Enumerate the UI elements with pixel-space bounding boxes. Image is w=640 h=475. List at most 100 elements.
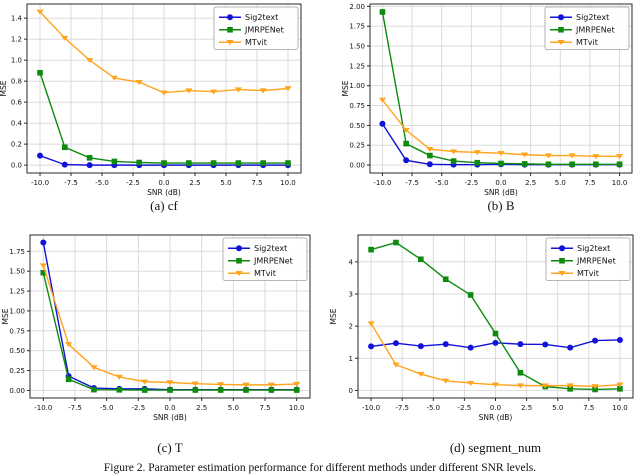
svg-text:1: 1 [349,355,353,363]
svg-text:-2.5: -2.5 [458,404,472,412]
svg-text:0.75: 0.75 [349,102,365,110]
x-axis-label: SNR (dB) [153,413,187,422]
legend-item-mtvit: MTvit [550,38,598,47]
svg-text:0.50: 0.50 [9,347,25,355]
legend-label: MTvit [577,269,599,278]
svg-text:0.0: 0.0 [490,404,501,412]
y-axis-label: MSE [0,80,8,96]
svg-text:1.2: 1.2 [11,36,22,44]
svg-text:0.2: 0.2 [11,141,22,149]
svg-text:2.5: 2.5 [521,404,532,412]
svg-text:0.0: 0.0 [495,179,506,187]
y-axis-ticks: 0.00 0.25 0.50 0.75 1.00 1.25 1.50 1.75 [9,248,30,395]
svg-text:-2.5: -2.5 [465,179,479,187]
x-axis-ticks: -10.0 -7.5 -5.0 -2.5 0.0 2.5 5.0 7.5 10.0 [34,398,304,412]
svg-text:0.00: 0.00 [9,387,25,395]
svg-text:-7.5: -7.5 [68,404,82,412]
svg-text:0.0: 0.0 [11,162,22,170]
svg-text:2: 2 [349,323,353,331]
chart-canvas: -10.0 -7.5 -5.0 -2.5 0.0 2.5 5.0 7.5 10.0 0 1 2 3 4 SN… [329,234,634,422]
legend: Sig2text JMRPENet MTvit [213,6,299,50]
svg-text:10.0: 10.0 [289,404,305,412]
y-axis-label: MSE [1,308,10,324]
subplot-a-caption: (a) cf [150,198,178,213]
y-axis-ticks: 0.00 0.25 0.50 0.75 1.00 1.25 1.50 1.75 2.00 [349,3,370,170]
svg-text:2.00: 2.00 [349,3,365,11]
legend: Sig2text JMRPENet MTvit [544,6,630,50]
svg-text:5.0: 5.0 [555,179,566,187]
svg-text:1.00: 1.00 [9,307,25,315]
svg-text:0.4: 0.4 [11,120,23,128]
legend-item-jmrpenet: JMRPENet [228,257,293,266]
svg-text:0.0: 0.0 [158,179,169,187]
svg-text:1.75: 1.75 [9,248,25,256]
legend-label: JMRPENet [244,26,284,35]
svg-text:1.25: 1.25 [349,62,365,70]
legend: Sig2text JMRPENet MTvit [545,237,631,281]
svg-text:7.5: 7.5 [584,179,595,187]
svg-text:-10.0: -10.0 [373,179,391,187]
legend-item-mtvit: MTvit [551,269,599,278]
legend-label: Sig2text [577,244,610,253]
svg-text:-5.0: -5.0 [95,179,109,187]
legend-label: Sig2text [576,13,609,22]
svg-text:-10.0: -10.0 [34,404,52,412]
legend-label: Sig2text [245,13,278,22]
svg-text:-2.5: -2.5 [131,404,145,412]
series-mtvit [367,321,624,390]
series-mtvit [378,97,624,160]
x-axis-ticks: -10.0 -7.5 -5.0 -2.5 0.0 2.5 5.0 7.5 10.0 [362,398,628,412]
legend-label: MTvit [576,38,598,47]
series-mtvit [39,263,301,388]
subplot-b-caption: (b) B [487,198,515,213]
chart-canvas: -10.0 -7.5 -5.0 -2.5 0.0 2.5 5.0 7.5 10.0 0.00 0.2… [341,3,633,197]
svg-text:0.50: 0.50 [349,122,365,130]
chart-canvas: -10.0 -7.5 -5.0 -2.5 0.0 2.5 5.0 7.5 10.00.00.20… [0,3,302,197]
svg-text:-7.5: -7.5 [64,179,78,187]
svg-text:2.5: 2.5 [196,404,207,412]
subplot-d-plot: -10.0 -7.5 -5.0 -2.5 0.0 2.5 5.0 7.5 10.0 0 1 2 3 4 SN… [320,228,640,475]
svg-text:5.0: 5.0 [552,404,563,412]
gridlines [358,235,633,398]
svg-text:2.5: 2.5 [525,179,536,187]
legend: Sig2text JMRPENet MTvit [222,237,308,281]
y-axis-label: MSE [329,308,338,324]
svg-text:0: 0 [349,387,353,395]
svg-text:7.5: 7.5 [259,404,270,412]
series-jmrpenet [37,69,291,166]
svg-text:0.25: 0.25 [349,142,365,150]
svg-text:1.75: 1.75 [349,23,365,31]
subplot-b-plot: -10.0 -7.5 -5.0 -2.5 0.0 2.5 5.0 7.5 10.0 0.00 0.2… [320,0,640,232]
subplot-c: -10.0 -7.5 -5.0 -2.5 0.0 2.5 5.0 7.5 10.0 0.00 0.2… [0,228,320,471]
legend-item-sig2text: Sig2text [550,13,609,22]
svg-text:1.0: 1.0 [11,57,22,65]
svg-text:0.6: 0.6 [11,99,23,107]
x-axis-label: SNR (dB) [147,188,181,197]
svg-text:-5.0: -5.0 [100,404,114,412]
svg-text:1.4: 1.4 [11,15,23,23]
subplot-d: -10.0 -7.5 -5.0 -2.5 0.0 2.5 5.0 7.5 10.0 0 1 2 3 4 SN… [320,228,640,471]
svg-text:0.25: 0.25 [9,367,25,375]
subplot-a-plot: -10.0 -7.5 -5.0 -2.5 0.0 2.5 5.0 7.5 10.0 0.0 0.2 0… [0,0,320,232]
svg-text:1.50: 1.50 [349,43,365,51]
x-axis-ticks: -10.0 -7.5 -5.0 -2.5 0.0 2.5 5.0 7.5 10.0 [373,173,627,187]
subplot-c-caption: (c) T [157,440,183,455]
subplot-b: -10.0 -7.5 -5.0 -2.5 0.0 2.5 5.0 7.5 10.0 0.00 0.2… [320,0,640,228]
legend-item-jmrpenet: JMRPENet [551,257,616,266]
svg-text:10.0: 10.0 [280,179,296,187]
subplot-c-plot: -10.0 -7.5 -5.0 -2.5 0.0 2.5 5.0 7.5 10.0 0.00 0.2… [0,228,320,475]
legend-item-sig2text: Sig2text [219,13,278,22]
legend-label: JMRPENet [576,257,616,266]
series-sig2text [368,336,623,351]
svg-text:3: 3 [349,290,353,298]
x-axis-label: SNR (dB) [479,413,513,422]
svg-text:0.0: 0.0 [164,404,175,412]
svg-text:0.8: 0.8 [11,78,22,86]
series-mtvit [36,9,292,96]
subplot-a: -10.0 -7.5 -5.0 -2.5 0.0 2.5 5.0 7.5 10.0 0.0 0.2 0… [0,0,320,228]
subplot-d-caption: (d) segment_num [449,440,542,455]
svg-text:-7.5: -7.5 [395,404,409,412]
svg-text:1.25: 1.25 [9,288,25,296]
chart-canvas: -10.0 -7.5 -5.0 -2.5 0.0 2.5 5.0 7.5 10.0 0.00 0.2… [1,234,311,422]
